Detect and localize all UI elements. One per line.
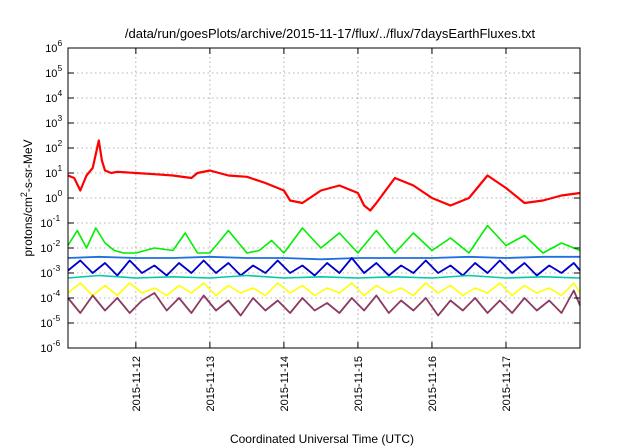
x-tick-labels: 2015-11-12 2015-11-13 2015-11-14 2015-11-15…	[131, 356, 513, 411]
y-tick-exponent: 3	[57, 113, 62, 123]
y-tick-label: 104	[45, 88, 62, 105]
y-axis-label: protons/cm2-s-sr-MeV	[19, 139, 35, 256]
x-tick-label: 2015-11-12	[131, 356, 143, 411]
y-tick-label: 100	[45, 188, 62, 205]
series-line-2	[67, 224, 581, 254]
y-tick-base: 10	[45, 193, 57, 205]
y-tick-base: 10	[45, 168, 57, 180]
y-tick-label: 10-2	[40, 238, 60, 255]
y-tick-exponent: -6	[53, 338, 61, 348]
y-tick-base: 10	[40, 218, 52, 230]
y-tick-base: 10	[45, 93, 57, 105]
y-tick-base: 10	[45, 68, 57, 80]
series-line-6	[67, 282, 581, 297]
y-tick-label: 103	[45, 113, 62, 130]
y-tick-label: 10-4	[40, 288, 60, 305]
y-tick-base: 10	[45, 43, 57, 55]
y-tick-exponent: 6	[57, 38, 62, 48]
series-group	[67, 139, 581, 317]
x-tick-label: 2015-11-13	[205, 356, 217, 411]
y-tick-label: 10-6	[40, 338, 60, 355]
y-tick-exponent: -3	[53, 263, 61, 273]
x-axis-label: Coordinated Universal Time (UTC)	[230, 432, 414, 446]
series-line-7	[67, 289, 581, 317]
y-tick-exponent: 0	[57, 188, 62, 198]
y-tick-base: 10	[40, 268, 52, 280]
y-tick-exponent: 4	[57, 88, 62, 98]
x-tick-label: 2015-11-16	[427, 356, 439, 411]
y-tick-exponent: -4	[53, 288, 61, 298]
x-tick-label: 2015-11-14	[279, 356, 291, 411]
series-line-4	[67, 257, 581, 277]
y-tick-exponent: 1	[57, 163, 62, 173]
series-line-5	[67, 274, 581, 279]
y-tick-exponent: -2	[53, 238, 61, 248]
chart-title: /data/run/goesPlots/archive/2015-11-17/f…	[125, 26, 536, 41]
x-tick-label: 2015-11-17	[501, 356, 513, 411]
y-tick-base: 10	[40, 293, 52, 305]
y-axis-label-base: protons/cm	[21, 197, 35, 256]
y-tick-base: 10	[45, 118, 57, 130]
y-tick-label: 106	[45, 38, 62, 55]
series-line-1	[67, 139, 581, 212]
y-tick-label: 101	[45, 163, 62, 180]
y-tick-label: 10-3	[40, 263, 60, 280]
axis-ticks	[68, 47, 580, 349]
y-tick-exponent: 5	[57, 63, 62, 73]
y-tick-labels: 10-610-510-410-310-210-11001011021031041…	[40, 38, 62, 355]
y-tick-exponent: -5	[53, 313, 61, 323]
y-tick-base: 10	[45, 143, 57, 155]
y-tick-label: 105	[45, 63, 62, 80]
y-tick-base: 10	[40, 243, 52, 255]
y-axis-label-rest: -s-sr-MeV	[21, 139, 35, 192]
y-tick-base: 10	[40, 343, 52, 355]
y-tick-label: 10-5	[40, 313, 60, 330]
series-line-3	[67, 255, 580, 261]
x-tick-label: 2015-11-15	[353, 356, 365, 411]
y-tick-exponent: 2	[57, 138, 62, 148]
y-axis-label-sup: 2	[19, 192, 29, 197]
y-tick-label: 102	[45, 138, 62, 155]
y-tick-base: 10	[40, 318, 52, 330]
y-tick-exponent: -1	[53, 213, 61, 223]
y-tick-label: 10-1	[40, 213, 60, 230]
